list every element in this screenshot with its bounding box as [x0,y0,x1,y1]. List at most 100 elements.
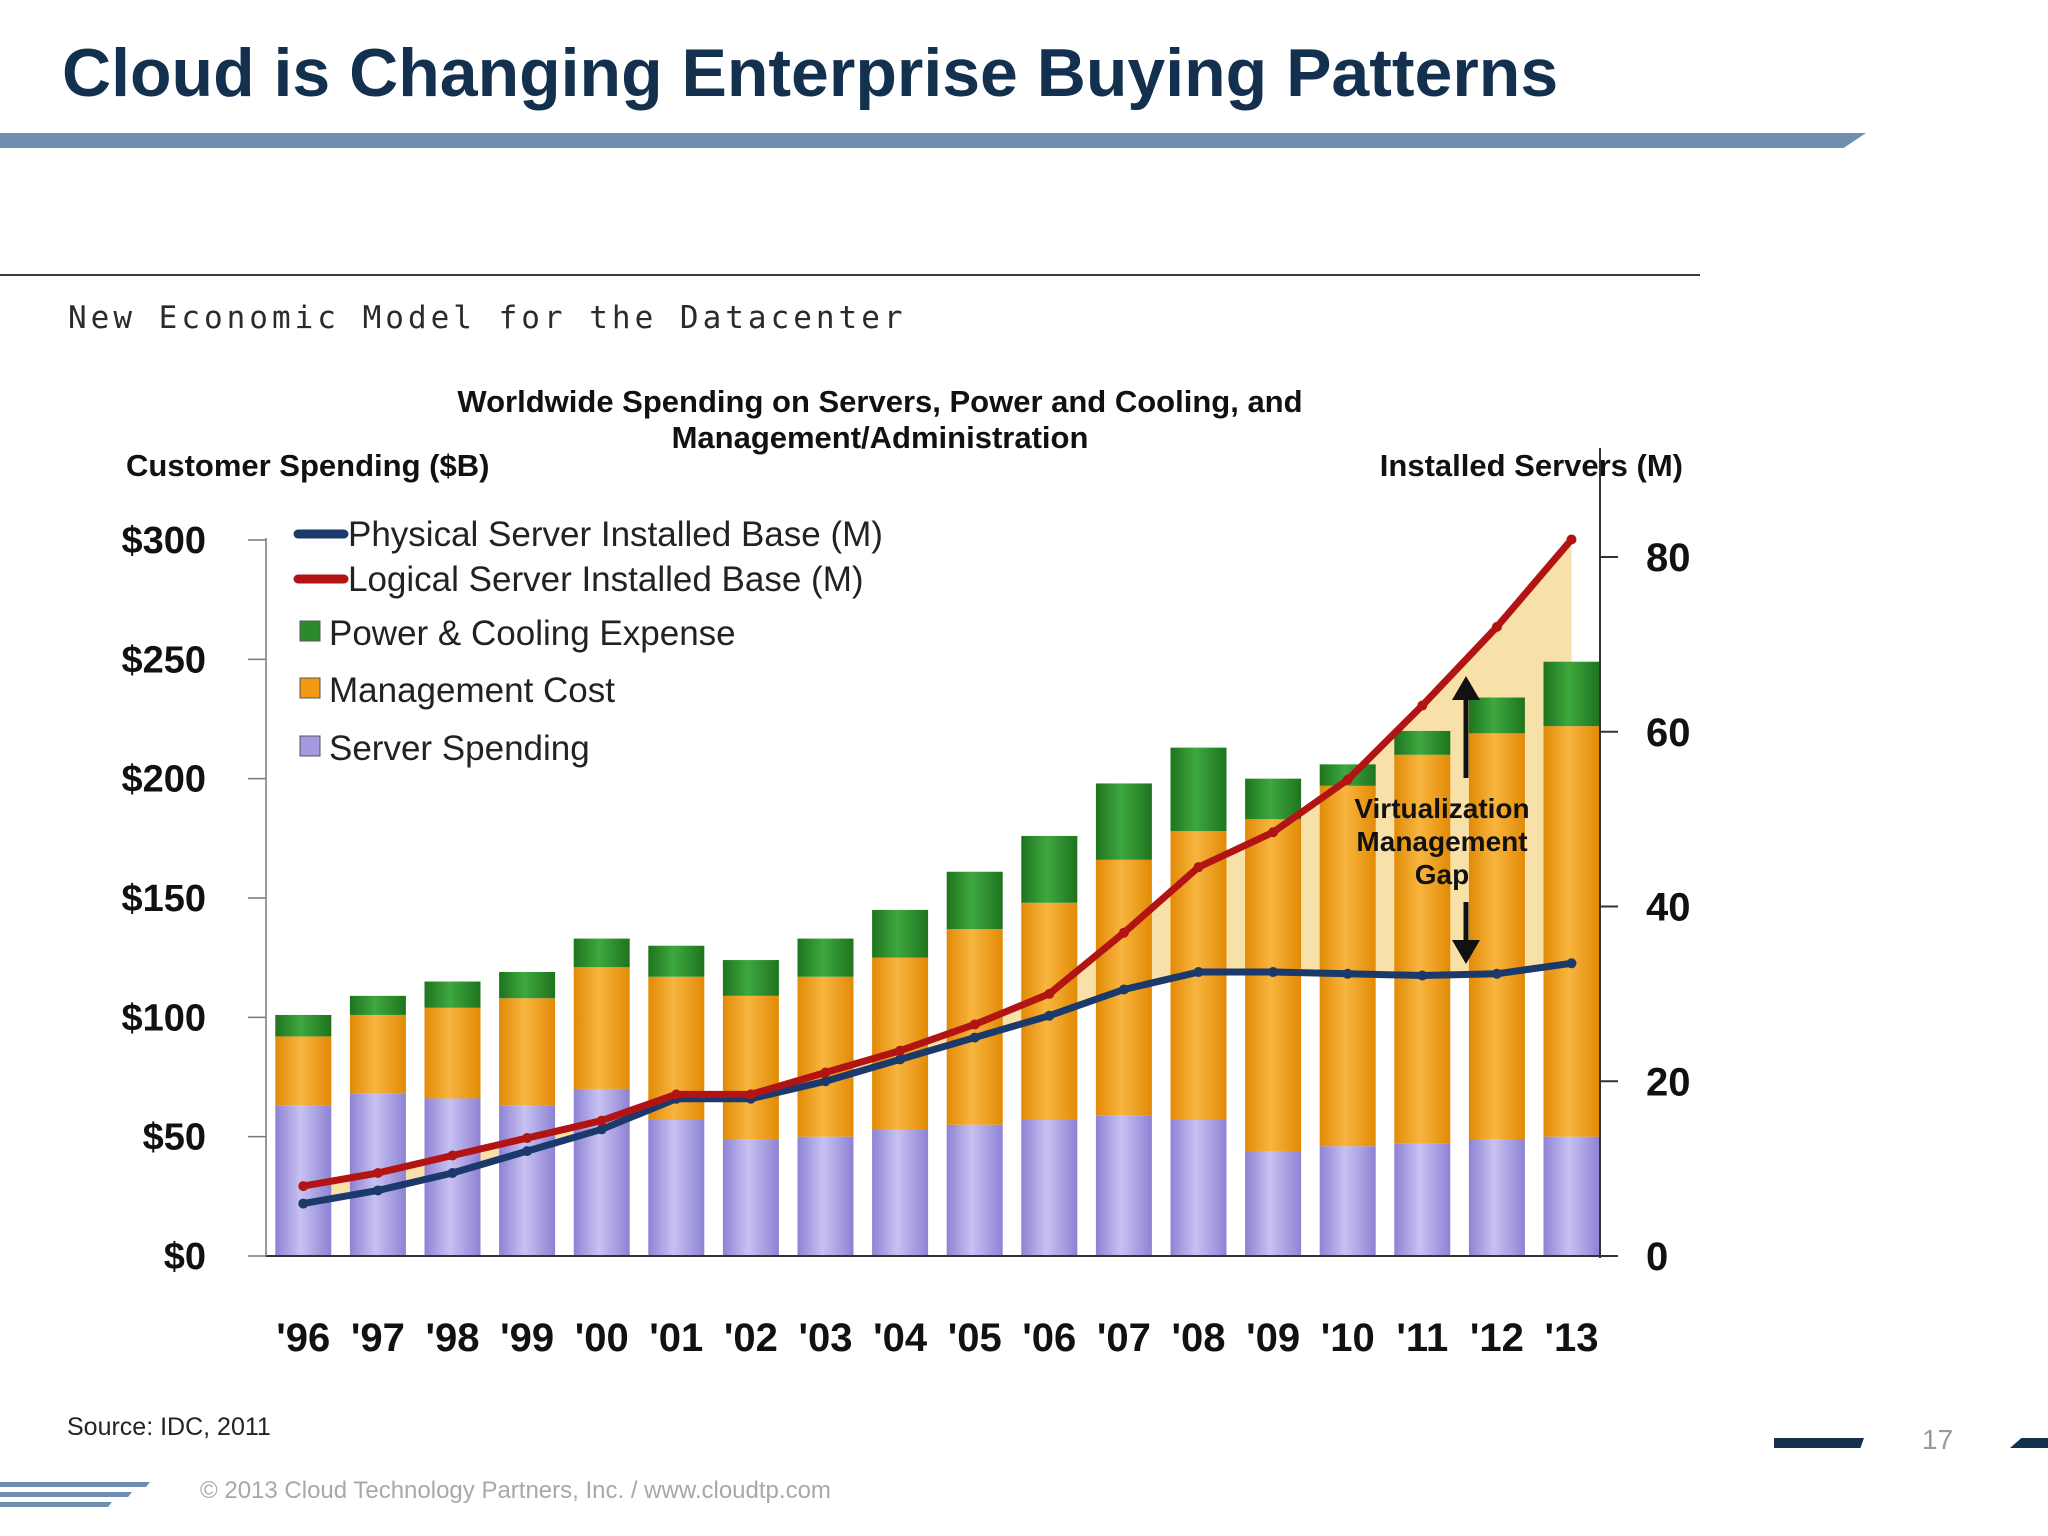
y-left-tick-label: $250 [121,639,206,681]
bar-server-spending [1543,1136,1600,1256]
bar-server-spending [648,1119,705,1256]
series-line-logical-server-point [745,1089,756,1100]
y-right-tick-label: 60 [1646,711,1691,755]
source-note: Source: IDC, 2011 [67,1413,271,1441]
y-left-tick-label: $300 [121,520,206,562]
series-line-physical-server-point [820,1076,831,1087]
legend-label: Server Spending [329,729,590,768]
bar-management-cost [797,976,854,1137]
page-dash-right [2010,1438,2048,1448]
bar-server-spending [1021,1119,1078,1256]
series-line-physical-server-point [1044,1010,1055,1021]
bar-management-cost [722,995,779,1140]
embedded-image-top-rule [0,274,1700,276]
series-line-logical-server-point [1268,827,1279,838]
x-tick-label: '09 [1246,1316,1300,1360]
series-line-physical-server-point [1566,958,1577,969]
series-line-logical-server-point [596,1115,607,1126]
bar-power-cooling [946,871,1003,930]
series-line-logical-server-point [1342,774,1353,785]
series-line-logical-server-point [1044,988,1055,999]
x-tick-label: '02 [724,1316,778,1360]
bar-server-spending [1245,1150,1302,1256]
x-tick-label: '13 [1544,1316,1598,1360]
series-line-logical-server-point [447,1150,458,1161]
y-left-tick-label: $100 [121,997,206,1039]
gap-arrow-up-head [1452,676,1480,700]
bar-power-cooling [573,938,630,968]
series-line-physical-server-point [1342,968,1353,979]
series-line-logical-server-point [372,1167,383,1178]
series-line-physical-server-point [895,1054,906,1065]
series-line-physical-server-point [1193,967,1204,978]
x-tick-label: '05 [948,1316,1002,1360]
gap-arrow-down-head [1452,940,1480,964]
x-tick-label: '98 [425,1316,479,1360]
bar-management-cost [573,967,630,1089]
series-line-logical-server-point [1417,700,1428,711]
bar-server-spending [1319,1146,1376,1256]
chart-title-line-2: Management/Administration [672,420,1089,455]
y-right-tick-label: 0 [1646,1235,1668,1279]
series-line-physical-server-point [969,1032,980,1043]
y-left-tick-label: $200 [121,759,206,801]
gap-annotation-label: Gap [1415,859,1469,890]
bar-management-cost [499,998,556,1106]
series-line-logical-server-point [1193,862,1204,873]
y-right-tick-label: 80 [1646,536,1691,580]
spending-chart: Worldwide Spending on Servers, Power and… [121,384,1691,1360]
title-underline [0,133,1866,148]
bar-server-spending [797,1136,854,1256]
series-line-physical-server-point [298,1198,309,1209]
series-line-physical-server-point [522,1146,533,1157]
slide-title: Cloud is Changing Enterprise Buying Patt… [62,35,1559,111]
gap-annotation-label: Management [1356,826,1527,857]
bar-management-cost [424,1007,481,1099]
legend-label: Logical Server Installed Base (M) [348,560,864,599]
legend-swatch [299,620,321,642]
bar-power-cooling [872,909,929,958]
bar-server-spending [722,1139,779,1256]
x-tick-label: '10 [1321,1316,1375,1360]
series-line-physical-server-point [372,1185,383,1196]
bar-power-cooling [275,1014,332,1037]
company-logo [0,1482,150,1507]
bar-power-cooling [1468,697,1525,734]
copyright-footer: © 2013 Cloud Technology Partners, Inc. /… [200,1477,831,1504]
y-right-tick-label: 20 [1646,1060,1691,1104]
bar-power-cooling [1394,730,1451,755]
embedded-image-header: New Economic Model for the Datacenter [68,300,907,336]
x-tick-label: '11 [1396,1316,1448,1360]
bar-power-cooling [424,981,481,1008]
y-left-tick-label: $50 [143,1117,206,1159]
bar-power-cooling [1095,783,1152,860]
bar-server-spending [1170,1119,1227,1256]
bar-management-cost [275,1036,332,1106]
series-line-physical-server-point [596,1124,607,1135]
bar-power-cooling [1543,661,1600,727]
bar-server-spending [872,1129,929,1256]
x-tick-label: '96 [276,1316,330,1360]
page-dash-left [1774,1438,1864,1448]
x-tick-label: '07 [1097,1316,1151,1360]
bar-management-cost [1543,726,1600,1137]
x-tick-label: '03 [798,1316,852,1360]
bar-server-spending [1394,1143,1451,1256]
series-line-physical-server-point [1268,967,1279,978]
x-tick-label: '08 [1171,1316,1225,1360]
legend-label: Management Cost [329,671,615,710]
legend-swatch [299,735,321,757]
bar-power-cooling [648,945,705,977]
y-left-tick-label: $150 [121,878,206,920]
y-right-axis-label: Installed Servers (M) [1380,448,1683,483]
bar-power-cooling [349,995,406,1015]
x-tick-label: '97 [351,1316,405,1360]
bar-management-cost [1245,819,1302,1151]
bar-power-cooling [722,960,779,996]
series-line-logical-server-point [671,1089,682,1100]
series-line-logical-server-point [969,1019,980,1030]
series-line-physical-server-point [1417,970,1428,981]
chart-title-line-1: Worldwide Spending on Servers, Power and… [457,384,1302,455]
bar-power-cooling [1021,835,1078,903]
bar-server-spending [499,1105,556,1256]
